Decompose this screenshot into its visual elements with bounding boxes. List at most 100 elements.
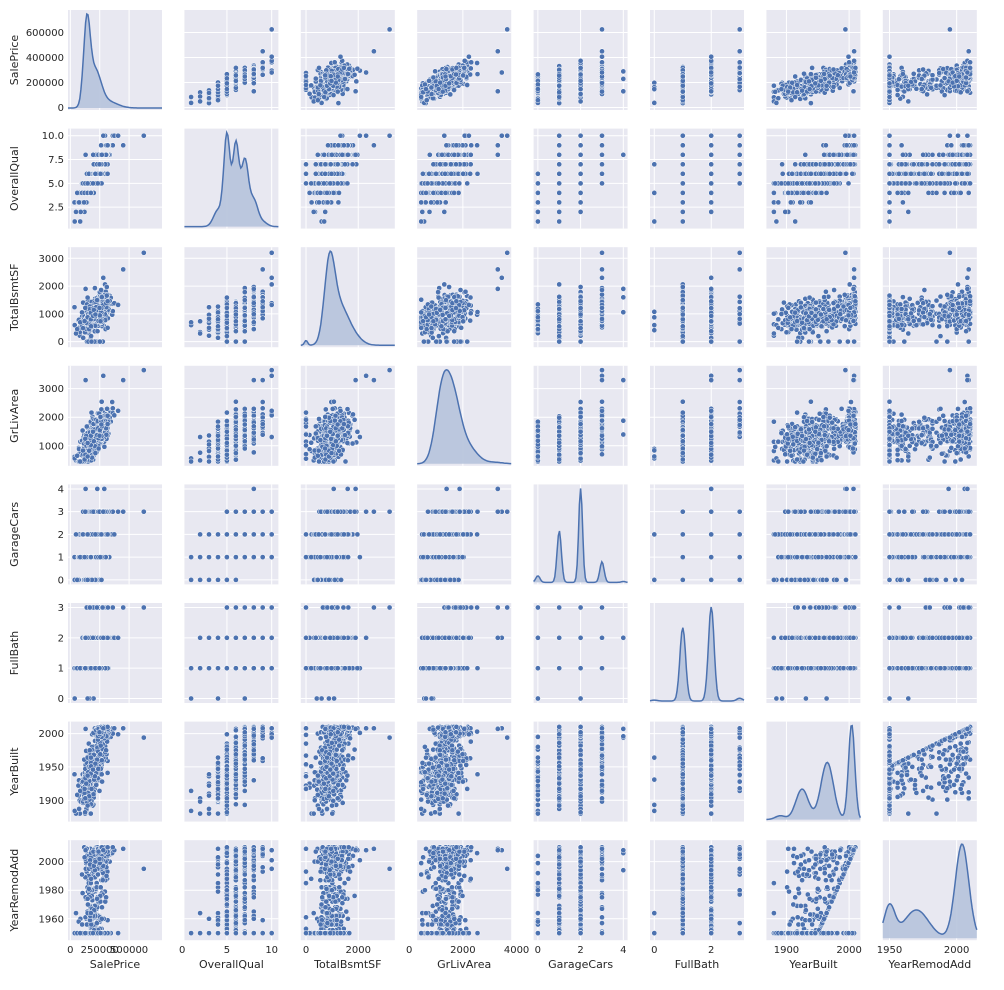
scatter-point (90, 151, 97, 158)
scatter-point (708, 69, 715, 76)
scatter-point (268, 53, 275, 60)
scatter-point (335, 199, 342, 206)
scatter-point (74, 190, 81, 196)
scatter-point (947, 26, 953, 33)
y-tick-label: 200000 (26, 78, 64, 89)
scatter-point (467, 65, 474, 72)
scatter-point (197, 93, 203, 100)
scatter-point (823, 82, 830, 89)
scatter-point (809, 65, 815, 71)
scatter-point (418, 94, 425, 100)
scatter-point (442, 73, 449, 80)
scatter-point (577, 98, 584, 105)
scatter-point (736, 70, 743, 77)
scatter-point (620, 88, 627, 95)
scatter-point (426, 77, 432, 84)
scatter-point (206, 90, 212, 96)
kde-line-SalePrice (68, 12, 162, 109)
scatter-point (792, 73, 799, 80)
scatter-point (77, 218, 84, 225)
scatter-point (315, 91, 322, 97)
panel-SalePrice-vs-YearRemodAdd (882, 10, 977, 110)
scatter-point (344, 86, 351, 92)
scatter-point (708, 88, 715, 95)
scatter-point (918, 86, 925, 92)
scatter-point (851, 48, 857, 55)
y-tick-label: 600000 (26, 28, 64, 39)
y-tick-label: 400000 (26, 53, 64, 64)
scatter-point (806, 86, 813, 92)
panel-SalePrice-vs-OverallQual (184, 10, 279, 110)
scatter-point (312, 75, 319, 82)
scatter-point (250, 88, 257, 95)
scatter-point (306, 190, 313, 196)
scatter-point (303, 82, 309, 88)
scatter-point (432, 68, 438, 75)
scatter-point (328, 77, 335, 84)
scatter-point (736, 48, 743, 55)
scatter-point (357, 132, 363, 139)
scatter-point (535, 86, 541, 92)
scatter-point (224, 86, 230, 92)
scatter-point (708, 80, 715, 87)
scatter-point (967, 59, 973, 66)
scatter-point (334, 73, 341, 80)
scatter-point (77, 209, 84, 215)
scatter-point (556, 89, 563, 96)
scatter-point (303, 161, 309, 168)
scatter-point (98, 151, 105, 158)
scatter-point (794, 82, 800, 88)
scatter-point (140, 132, 147, 139)
scatter-point (82, 151, 89, 158)
y-tick-label: 7.5 (48, 155, 64, 166)
scatter-point (842, 26, 849, 33)
scatter-point (330, 92, 337, 98)
scatter-point (73, 209, 79, 215)
scatter-point (250, 80, 257, 87)
panel-SalePrice-vs-TotalBsmtSF (300, 10, 395, 110)
scatter-point (775, 95, 782, 102)
scatter-point (851, 69, 857, 76)
scatter-point (599, 53, 605, 60)
scatter-point (679, 94, 686, 100)
scatter-point (599, 48, 605, 55)
scatter-point (435, 86, 442, 92)
scatter-point (679, 73, 686, 80)
scatter-point (941, 92, 948, 98)
panel-SalePrice-vs-GarageCars (533, 10, 628, 110)
panel-SalePrice-vs-FullBath (650, 10, 744, 110)
scatter-point (453, 65, 460, 71)
scatter-point (599, 26, 605, 33)
scatter-point (556, 72, 563, 79)
scatter-point (920, 66, 926, 73)
scatter-point (830, 66, 837, 73)
scatter-point (599, 80, 605, 86)
scatter-point (423, 86, 429, 92)
scatter-point (233, 72, 239, 79)
scatter-point (886, 88, 893, 95)
scatter-point (206, 95, 212, 102)
y-axis-label-SalePrice: SalePrice (8, 35, 21, 86)
scatter-point (321, 94, 328, 100)
scatter-point (812, 80, 819, 87)
scatter-point (316, 199, 322, 206)
scatter-point (956, 73, 963, 80)
scatter-point (577, 86, 584, 92)
scatter-point (886, 80, 893, 87)
scatter-point (250, 71, 257, 77)
scatter-point (437, 79, 444, 86)
scatter-point (354, 65, 361, 72)
scatter-point (808, 71, 814, 77)
scatter-point (468, 59, 475, 66)
scatter-point (314, 97, 321, 104)
panel-SalePrice-vs-YearBuilt (766, 10, 861, 110)
panel-SalePrice-vs-GrLivArea (417, 10, 512, 110)
scatter-point (965, 48, 972, 55)
panel-OverallQual-vs-TotalBsmtSF (300, 128, 395, 229)
scatter-point (498, 69, 505, 76)
scatter-point (96, 161, 103, 168)
scatter-point (535, 97, 541, 104)
scatter-point (268, 69, 275, 76)
scatter-point (120, 142, 127, 149)
scatter-point (556, 82, 563, 89)
